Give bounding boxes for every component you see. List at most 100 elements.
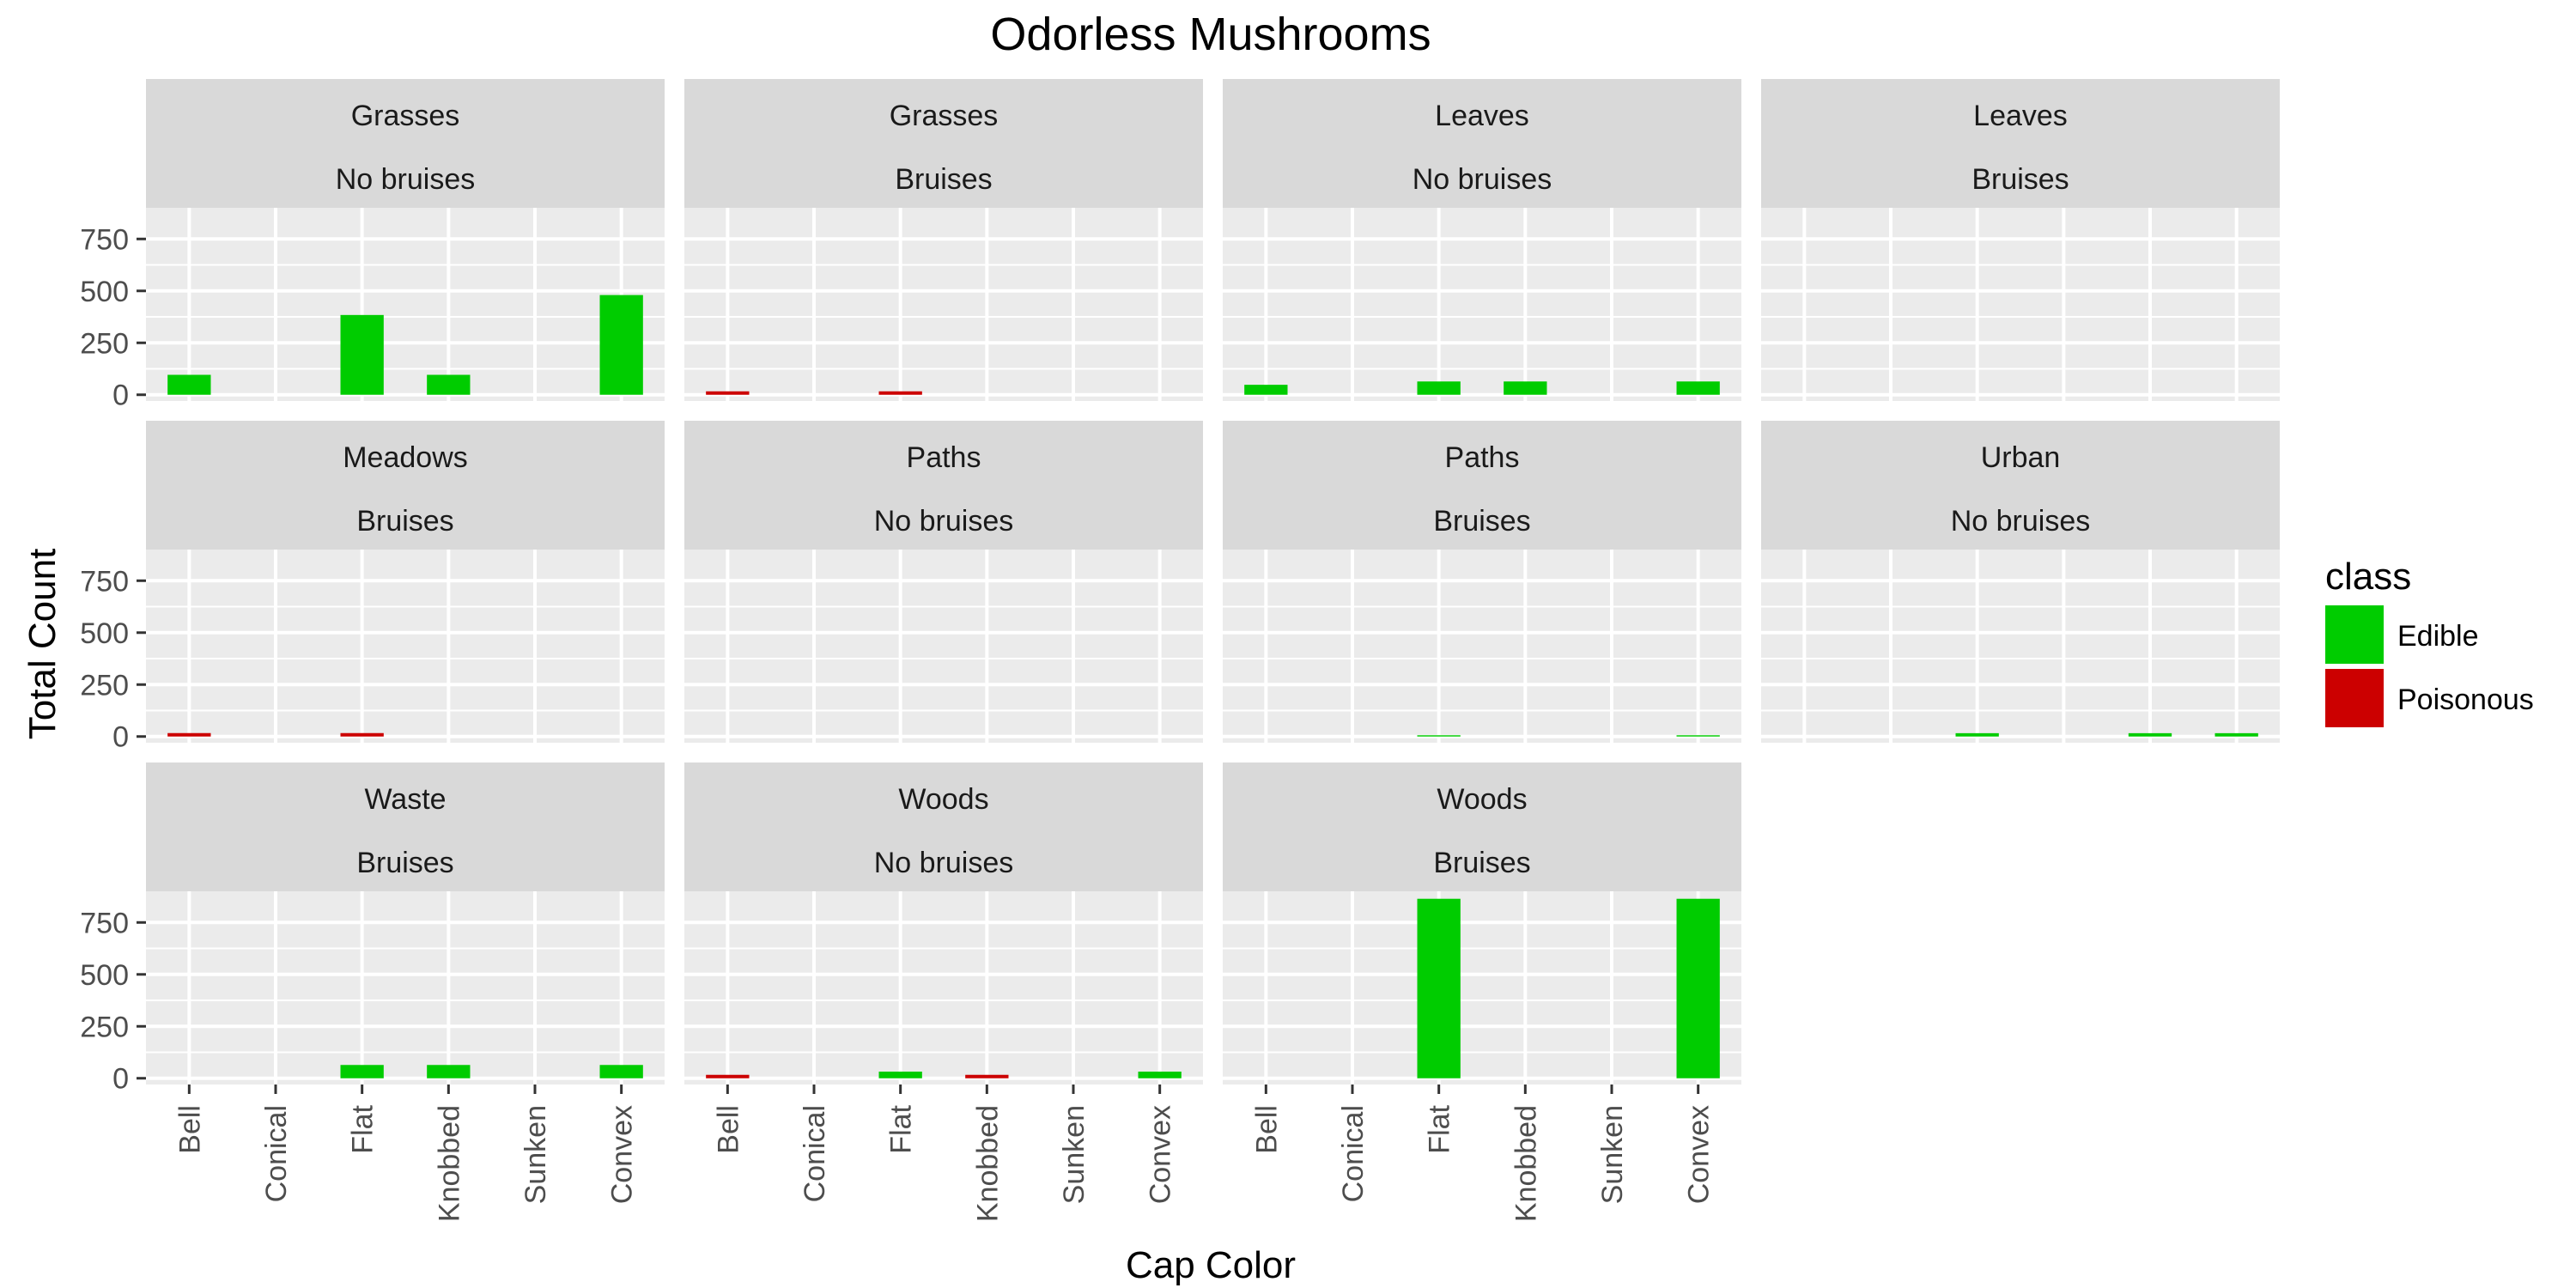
strip-background <box>1223 79 1741 208</box>
bar-edible-convex <box>1676 735 1720 737</box>
panel-paths-bruises: Paths Bruises <box>1223 421 1741 743</box>
panel-background <box>684 208 1203 401</box>
legend-label-edible: Edible <box>2397 620 2479 653</box>
panel-leaves-bruises: Leaves Bruises <box>1761 79 2280 401</box>
strip-label: Urban <box>1981 441 2061 474</box>
strip-label: Grasses <box>890 100 999 132</box>
panel-woods-bruises: Woods Bruises Bell Conical Flat Knobbed Sunken… <box>1223 762 1741 1222</box>
strip-background <box>1223 421 1741 550</box>
bar-poisonous-bell <box>706 1074 750 1078</box>
strip-label: Bruises <box>1433 847 1530 879</box>
panel-background <box>1761 208 2280 401</box>
panel-woods-no-bruises: Woods No bruises Bell Conical Flat Knobbed Sun… <box>684 762 1203 1222</box>
x-tick-label: Knobbed <box>433 1105 465 1222</box>
bar-edible-flat <box>1417 381 1461 395</box>
legend-label-poisonous: Poisonous <box>2397 683 2534 716</box>
strip-label: Meadows <box>343 441 468 474</box>
bar-edible-convex <box>2215 732 2258 737</box>
bar-edible-convex <box>1676 381 1720 395</box>
strip-label: No bruises <box>1413 163 1552 196</box>
legend-title: class <box>2325 556 2411 598</box>
strip-label: No bruises <box>874 847 1014 879</box>
y-tick-label: 250 <box>80 669 129 702</box>
bar-edible-convex <box>599 1065 643 1078</box>
strip-label: Bruises <box>895 163 992 196</box>
strip-label: Grasses <box>351 100 460 132</box>
x-tick-label: Knobbed <box>1510 1105 1542 1222</box>
legend-key-poisonous <box>2325 669 2384 727</box>
x-tick-label: Conical <box>1337 1105 1370 1202</box>
bar-poisonous-knobbed <box>965 1074 1009 1078</box>
x-tick-label: Sunken <box>1596 1105 1629 1204</box>
legend: class Edible Poisonous <box>2325 556 2534 727</box>
x-axis-label: Cap Color <box>1126 1244 1296 1286</box>
legend-key-edible <box>2325 605 2384 664</box>
y-tick-label: 0 <box>112 1063 129 1096</box>
y-tick-label: 0 <box>112 721 129 754</box>
strip-label: Woods <box>898 783 988 816</box>
y-tick-label: 500 <box>80 617 129 650</box>
y-tick-label: 500 <box>80 959 129 992</box>
strip-background <box>1761 421 2280 550</box>
x-tick-label: Bell <box>712 1105 744 1154</box>
panel-background <box>1223 208 1741 401</box>
y-tick-label: 750 <box>80 907 129 939</box>
strip-label: Leaves <box>1973 100 2068 132</box>
strip-label: Leaves <box>1435 100 1529 132</box>
strip-label: No bruises <box>336 163 476 196</box>
bar-edible-flat <box>1417 898 1461 1078</box>
bar-edible-knobbed <box>427 374 471 395</box>
bar-poisonous-flat <box>878 391 922 395</box>
x-tick-label: Convex <box>1683 1105 1716 1204</box>
strip-label: No bruises <box>874 505 1014 538</box>
x-tick-label: Conical <box>799 1105 831 1202</box>
bar-edible-knobbed <box>1504 381 1547 395</box>
x-tick-label: Flat <box>885 1104 918 1153</box>
strip-background <box>1223 762 1741 891</box>
bar-edible-flat <box>1417 735 1461 737</box>
panel-background <box>146 550 665 743</box>
panel-background <box>1223 550 1741 743</box>
strip-background <box>684 762 1203 891</box>
strip-background <box>146 79 665 208</box>
x-tick-label: Bell <box>1250 1105 1283 1154</box>
panel-background <box>146 208 665 401</box>
panel-background <box>146 891 665 1084</box>
bar-edible-flat <box>1955 732 1999 737</box>
strip-label: No bruises <box>1951 505 2091 538</box>
bar-edible-knobbed <box>427 1065 471 1078</box>
strip-background <box>684 421 1203 550</box>
bar-edible-convex <box>1676 898 1720 1078</box>
x-tick-label: Sunken <box>1058 1105 1091 1204</box>
bar-edible-sunken <box>2128 732 2172 737</box>
x-tick-label: Convex <box>1145 1105 1177 1204</box>
bar-edible-convex <box>599 295 643 395</box>
strip-label: Woods <box>1437 783 1527 816</box>
bar-edible-bell <box>1244 385 1288 395</box>
x-tick-label: Knobbed <box>971 1105 1004 1222</box>
y-tick-label: 750 <box>80 223 129 256</box>
strip-label: Waste <box>364 783 446 816</box>
strip-background <box>1761 79 2280 208</box>
x-tick-label: Flat <box>1424 1104 1456 1153</box>
x-tick-label: Conical <box>260 1105 293 1202</box>
y-tick-label: 250 <box>80 1011 129 1043</box>
y-tick-label: 250 <box>80 327 129 360</box>
strip-label: Bruises <box>1971 163 2069 196</box>
strip-background <box>146 762 665 891</box>
bar-edible-flat <box>340 314 384 395</box>
panel-paths-no-bruises: Paths No bruises <box>684 421 1203 743</box>
panel-background <box>1223 891 1741 1084</box>
y-tick-label: 500 <box>80 276 129 308</box>
bar-edible-convex <box>1138 1072 1182 1078</box>
panel-grasses-bruises: Grasses Bruises <box>684 79 1203 401</box>
panel-meadows-bruises: Meadows Bruises 0 250 500 750 <box>80 421 665 754</box>
strip-label: Paths <box>907 441 981 474</box>
panel-background <box>1761 550 2280 743</box>
bar-poisonous-flat <box>340 732 384 737</box>
bar-edible-bell <box>167 374 211 395</box>
bar-edible-flat <box>878 1072 922 1078</box>
strip-background <box>146 421 665 550</box>
panel-background <box>684 891 1203 1084</box>
